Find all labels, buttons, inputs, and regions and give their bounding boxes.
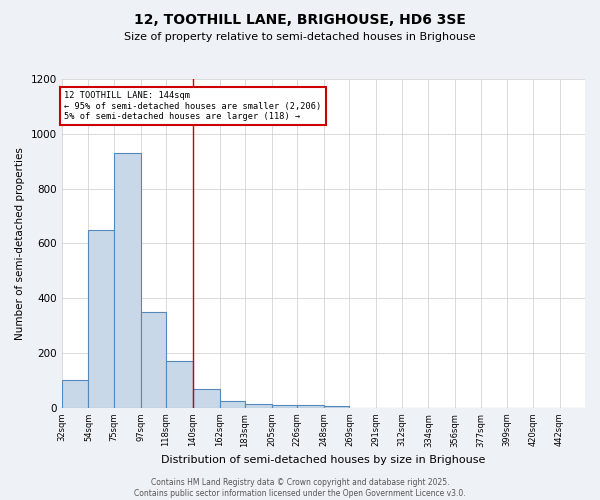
Bar [88,230,114,408]
Bar [272,405,297,408]
Bar [297,404,324,408]
Text: Size of property relative to semi-detached houses in Brighouse: Size of property relative to semi-detach… [124,32,476,42]
X-axis label: Distribution of semi-detached houses by size in Brighouse: Distribution of semi-detached houses by … [161,455,485,465]
Bar [166,361,193,408]
Bar [62,380,88,408]
Bar [140,312,166,408]
Bar [220,401,245,408]
Text: 12, TOOTHILL LANE, BRIGHOUSE, HD6 3SE: 12, TOOTHILL LANE, BRIGHOUSE, HD6 3SE [134,12,466,26]
Bar [324,406,349,408]
Text: 12 TOOTHILL LANE: 144sqm
← 95% of semi-detached houses are smaller (2,206)
5% of: 12 TOOTHILL LANE: 144sqm ← 95% of semi-d… [64,92,322,121]
Text: Contains HM Land Registry data © Crown copyright and database right 2025.
Contai: Contains HM Land Registry data © Crown c… [134,478,466,498]
Bar [114,153,140,408]
Y-axis label: Number of semi-detached properties: Number of semi-detached properties [15,147,25,340]
Bar [193,388,220,408]
Bar [245,404,272,408]
